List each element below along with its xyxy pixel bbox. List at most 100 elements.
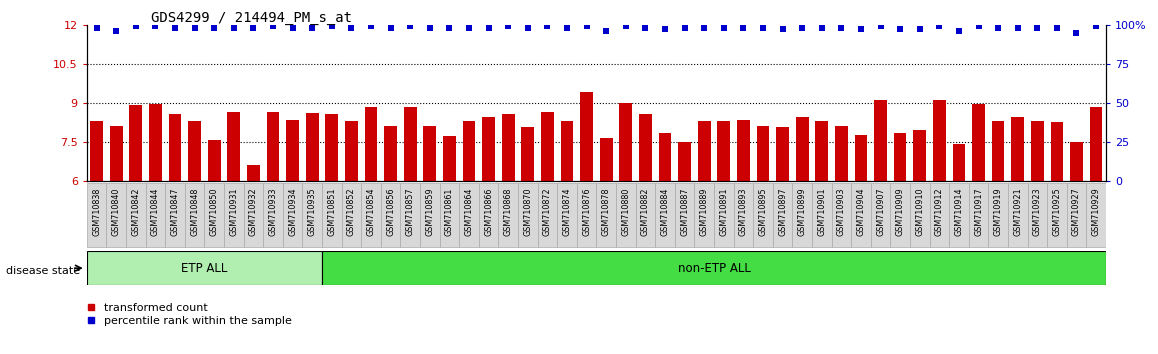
Bar bbox=[659, 132, 672, 181]
Text: GSM710931: GSM710931 bbox=[229, 188, 239, 236]
Text: GSM710901: GSM710901 bbox=[818, 188, 827, 236]
Text: GSM710852: GSM710852 bbox=[347, 188, 356, 236]
Bar bbox=[207, 140, 220, 181]
Bar bbox=[874, 100, 887, 181]
FancyBboxPatch shape bbox=[283, 183, 302, 247]
FancyBboxPatch shape bbox=[616, 183, 636, 247]
FancyBboxPatch shape bbox=[126, 183, 146, 247]
Bar bbox=[991, 121, 1004, 181]
FancyBboxPatch shape bbox=[537, 183, 557, 247]
FancyBboxPatch shape bbox=[1067, 183, 1086, 247]
Point bbox=[146, 23, 164, 29]
FancyBboxPatch shape bbox=[302, 183, 322, 247]
Bar bbox=[286, 120, 299, 181]
FancyBboxPatch shape bbox=[988, 183, 1007, 247]
Bar bbox=[501, 114, 514, 181]
Text: GSM710887: GSM710887 bbox=[680, 188, 689, 236]
Point bbox=[1048, 25, 1067, 31]
Bar bbox=[462, 121, 475, 181]
FancyBboxPatch shape bbox=[557, 183, 577, 247]
Text: GSM710917: GSM710917 bbox=[974, 188, 983, 236]
Bar bbox=[639, 114, 652, 181]
Text: GSM710872: GSM710872 bbox=[543, 188, 552, 236]
Point bbox=[361, 23, 380, 29]
Text: GSM710889: GSM710889 bbox=[699, 188, 709, 236]
Point bbox=[401, 23, 419, 29]
FancyBboxPatch shape bbox=[733, 183, 753, 247]
Text: GSM710842: GSM710842 bbox=[131, 188, 140, 236]
Point bbox=[910, 27, 929, 32]
FancyBboxPatch shape bbox=[223, 183, 243, 247]
Bar bbox=[1011, 117, 1024, 181]
FancyBboxPatch shape bbox=[596, 183, 616, 247]
Bar bbox=[953, 144, 966, 181]
Point bbox=[655, 27, 674, 32]
Point bbox=[244, 25, 263, 31]
Point bbox=[930, 23, 948, 29]
Point bbox=[675, 25, 694, 31]
Bar bbox=[365, 107, 378, 181]
Bar bbox=[345, 121, 358, 181]
Text: GDS4299 / 214494_PM_s_at: GDS4299 / 214494_PM_s_at bbox=[151, 11, 352, 25]
Bar bbox=[247, 165, 259, 181]
Point bbox=[519, 25, 537, 31]
Text: GSM710856: GSM710856 bbox=[386, 188, 395, 236]
Text: GSM710847: GSM710847 bbox=[170, 188, 179, 236]
Text: GSM710840: GSM710840 bbox=[111, 188, 120, 236]
Point bbox=[185, 25, 204, 31]
Point bbox=[774, 27, 792, 32]
Bar bbox=[620, 103, 632, 181]
Point bbox=[166, 25, 184, 31]
Point bbox=[1087, 23, 1106, 29]
Point bbox=[264, 23, 283, 29]
Bar bbox=[600, 138, 613, 181]
Text: GSM710932: GSM710932 bbox=[249, 188, 258, 236]
Text: GSM710933: GSM710933 bbox=[269, 188, 278, 236]
Point bbox=[323, 23, 342, 29]
Point bbox=[225, 25, 243, 31]
Point bbox=[833, 25, 851, 31]
Point bbox=[1009, 25, 1027, 31]
Text: GSM710844: GSM710844 bbox=[151, 188, 160, 236]
Text: GSM710861: GSM710861 bbox=[445, 188, 454, 236]
FancyBboxPatch shape bbox=[87, 251, 322, 285]
FancyBboxPatch shape bbox=[871, 183, 891, 247]
Bar bbox=[424, 126, 437, 181]
Text: GSM710903: GSM710903 bbox=[837, 188, 845, 236]
Legend: transformed count, percentile rank within the sample: transformed count, percentile rank withi… bbox=[87, 303, 292, 326]
Text: GSM710927: GSM710927 bbox=[1072, 188, 1082, 236]
FancyBboxPatch shape bbox=[478, 183, 498, 247]
Text: non-ETP ALL: non-ETP ALL bbox=[677, 262, 750, 275]
Text: GSM710866: GSM710866 bbox=[484, 188, 493, 236]
FancyBboxPatch shape bbox=[342, 183, 361, 247]
Bar bbox=[444, 136, 456, 181]
FancyBboxPatch shape bbox=[498, 183, 518, 247]
Bar bbox=[306, 113, 318, 181]
Bar bbox=[855, 135, 867, 181]
Point bbox=[813, 25, 831, 31]
Text: GSM710859: GSM710859 bbox=[425, 188, 434, 236]
Point bbox=[460, 25, 478, 31]
Text: GSM710850: GSM710850 bbox=[210, 188, 219, 236]
Text: GSM710925: GSM710925 bbox=[1053, 188, 1062, 236]
Text: GSM710838: GSM710838 bbox=[93, 188, 101, 236]
FancyBboxPatch shape bbox=[851, 183, 871, 247]
FancyBboxPatch shape bbox=[636, 183, 655, 247]
Bar bbox=[776, 127, 789, 181]
Bar bbox=[325, 114, 338, 181]
FancyBboxPatch shape bbox=[753, 183, 772, 247]
Point bbox=[499, 23, 518, 29]
Bar bbox=[110, 126, 123, 181]
FancyBboxPatch shape bbox=[772, 183, 792, 247]
Point bbox=[969, 23, 988, 29]
Bar bbox=[1050, 122, 1063, 181]
FancyBboxPatch shape bbox=[792, 183, 812, 247]
Point bbox=[1068, 30, 1086, 35]
FancyBboxPatch shape bbox=[440, 183, 460, 247]
Text: GSM710851: GSM710851 bbox=[328, 188, 336, 236]
FancyBboxPatch shape bbox=[361, 183, 381, 247]
Point bbox=[381, 25, 400, 31]
Text: ETP ALL: ETP ALL bbox=[182, 262, 228, 275]
FancyBboxPatch shape bbox=[460, 183, 478, 247]
Point bbox=[695, 25, 713, 31]
